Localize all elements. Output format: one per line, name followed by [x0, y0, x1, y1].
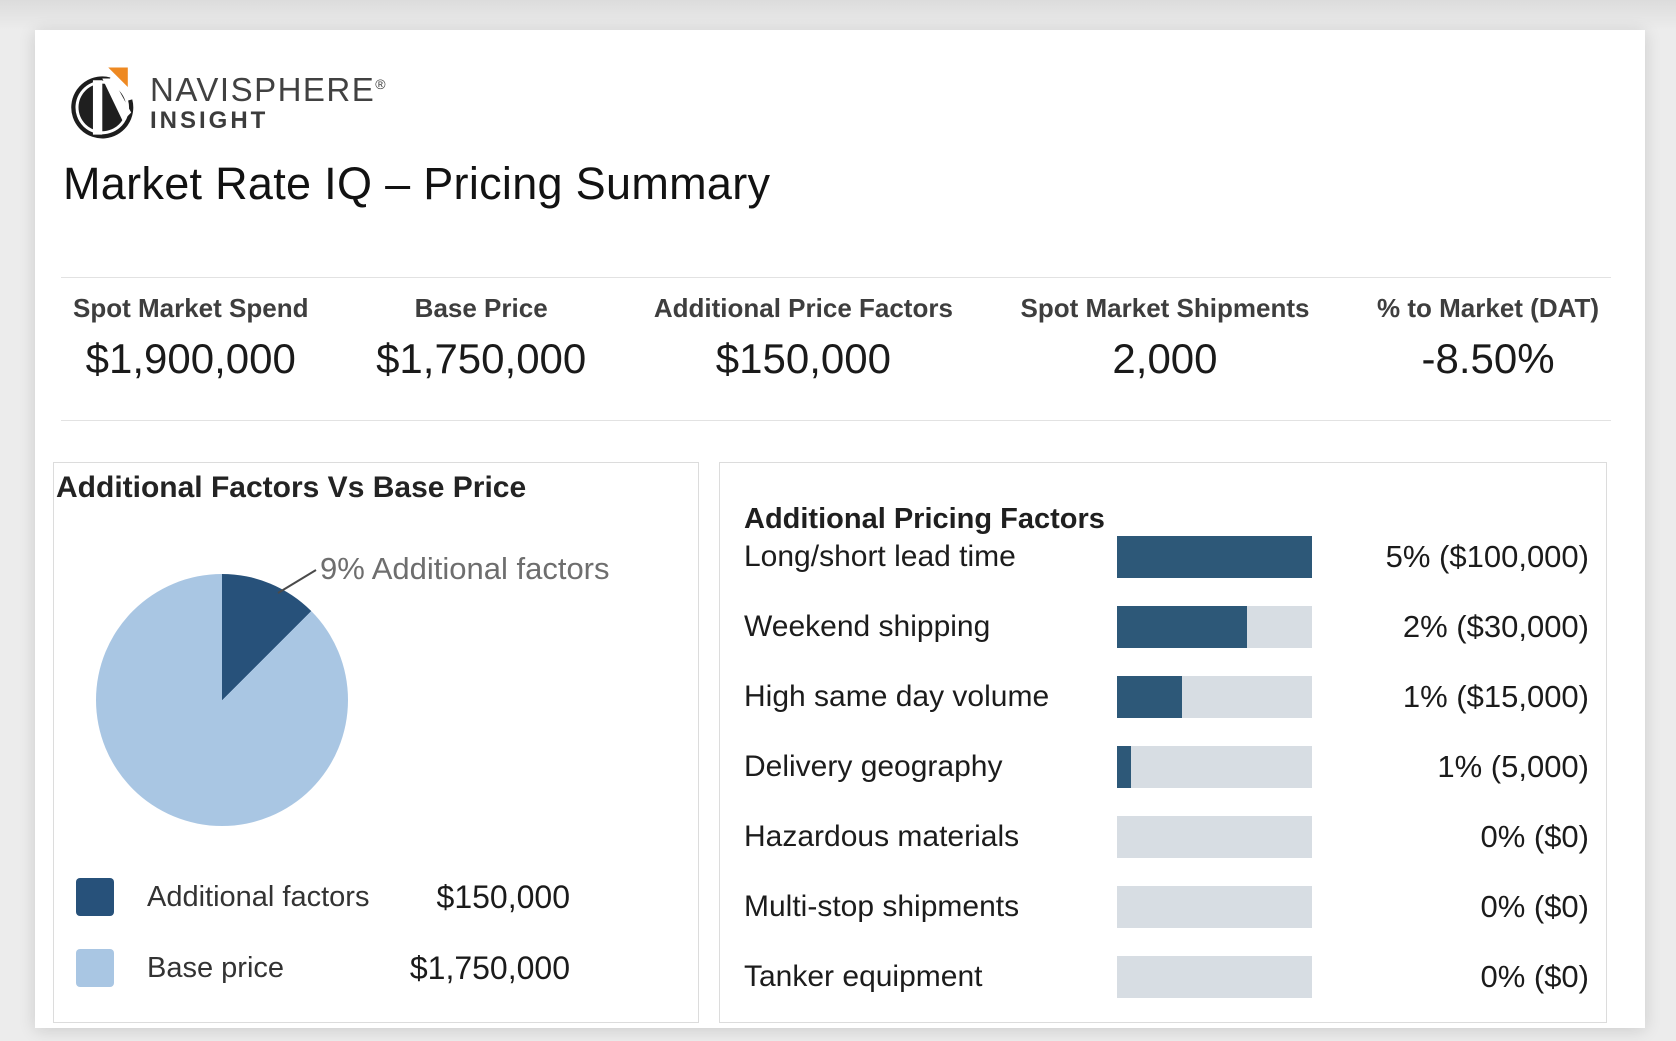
bar-track — [1117, 606, 1312, 648]
bar-row: Tanker equipment 0% ($0) — [720, 942, 1606, 1012]
bars-panel: Additional Pricing Factors Long/short le… — [719, 462, 1607, 1023]
navisphere-logo-icon — [71, 67, 134, 139]
kpi-value: $1,900,000 — [85, 334, 296, 382]
brand-subname: INSIGHT — [150, 107, 269, 134]
kpi-value: $1,750,000 — [376, 334, 587, 382]
brand-name: NAVISPHERE® — [150, 71, 388, 108]
kpi-value: -8.50% — [1421, 334, 1555, 382]
kpi-label: Additional Price Factors — [653, 293, 953, 323]
kpi-value: 2,000 — [1112, 334, 1218, 382]
bar-value-label: 1% ($15,000) — [1402, 679, 1589, 714]
legend-item: Additional factors $150,000 — [76, 877, 570, 917]
bar-category-label: Tanker equipment — [744, 960, 983, 993]
page-title: Market Rate IQ – Pricing Summary — [63, 158, 771, 209]
bar-category-label: Delivery geography — [744, 750, 1003, 783]
legend-item: Base price $1,750,000 — [76, 948, 570, 988]
bar-value-label: 1% (5,000) — [1437, 749, 1589, 784]
bar-track — [1117, 746, 1312, 788]
bar-row: High same day volume 1% ($15,000) — [720, 662, 1606, 732]
bar-value-label: 5% ($100,000) — [1385, 539, 1589, 574]
bar-row: Multi-stop shipments 0% ($0) — [720, 872, 1606, 942]
kpi-label: Spot Market Shipments — [1020, 293, 1310, 323]
bars-panel-title: Additional Pricing Factors — [744, 503, 1105, 535]
brand-wordmark: NAVISPHERE® INSIGHT — [150, 63, 387, 133]
bar-track — [1117, 676, 1312, 718]
bar-value-label: 0% ($0) — [1480, 889, 1589, 924]
bar-row: Long/short lead time 5% ($100,000) — [720, 522, 1606, 592]
legend-swatch — [76, 949, 114, 987]
bar-row: Delivery geography 1% (5,000) — [720, 732, 1606, 802]
legend-value: $150,000 — [436, 878, 570, 915]
bar-category-label: Hazardous materials — [744, 820, 1020, 853]
kpi-label: % to Market (DAT) — [1377, 293, 1599, 323]
legend-label: Base price — [147, 951, 285, 984]
bar-track — [1117, 816, 1312, 858]
bar-value-label: 2% ($30,000) — [1402, 609, 1589, 644]
bar-row: Hazardous materials 0% ($0) — [720, 802, 1606, 872]
legend-label: Additional factors — [147, 880, 370, 913]
bar-category-label: Long/short lead time — [744, 540, 1016, 573]
bar-track — [1117, 886, 1312, 928]
kpi-item: Additional Price Factors $150,000 — [653, 293, 953, 382]
registered-mark: ® — [375, 76, 388, 92]
logo-orange-triangle — [108, 67, 128, 87]
bar-fill — [1117, 676, 1183, 718]
kpi-item: Base Price $1,750,000 — [376, 293, 587, 382]
legend-value: $1,750,000 — [409, 949, 570, 986]
kpi-value: $150,000 — [715, 334, 891, 382]
pie-annotation: 9% Additional factors — [320, 551, 610, 586]
report-card: NAVISPHERE® INSIGHT Market Rate IQ – Pri… — [35, 30, 1645, 1028]
bar-category-label: Multi-stop shipments — [744, 890, 1020, 923]
bar-fill — [1117, 606, 1247, 648]
pie-panel: Additional Factors Vs Base Price 9% Addi… — [53, 462, 699, 1023]
kpi-label: Spot Market Spend — [73, 293, 309, 323]
bar-fill — [1117, 746, 1131, 788]
pie-panel-title: Additional Factors Vs Base Price — [56, 471, 527, 504]
kpi-item: % to Market (DAT) -8.50% — [1377, 293, 1599, 382]
bar-category-label: Weekend shipping — [744, 610, 991, 643]
kpi-item: Spot Market Shipments 2,000 — [1020, 293, 1310, 382]
bar-fill — [1117, 536, 1312, 578]
brand-logo: NAVISPHERE® INSIGHT — [70, 63, 387, 145]
bar-value-label: 0% ($0) — [1480, 959, 1589, 994]
kpi-row: Spot Market Spend $1,900,000 Base Price … — [61, 277, 1611, 422]
kpi-label: Base Price — [414, 293, 548, 323]
pie-legend: Additional factors $150,000 Base price $… — [76, 877, 570, 1019]
bar-category-label: High same day volume — [744, 680, 1050, 713]
kpi-item: Spot Market Spend $1,900,000 — [73, 293, 309, 382]
bar-chart: Long/short lead time 5% ($100,000) Weeke… — [720, 522, 1606, 1012]
bar-track — [1117, 536, 1312, 578]
pie-chart — [96, 574, 348, 826]
bar-row: Weekend shipping 2% ($30,000) — [720, 592, 1606, 662]
bar-value-label: 0% ($0) — [1480, 819, 1589, 854]
bar-track — [1117, 956, 1312, 998]
legend-swatch — [76, 878, 114, 916]
